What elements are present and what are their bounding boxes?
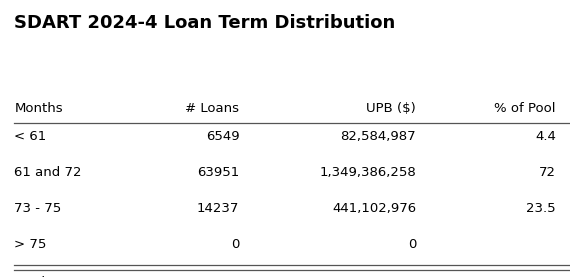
Text: 0: 0: [408, 238, 416, 251]
Text: > 75: > 75: [14, 238, 47, 251]
Text: 82,584,987: 82,584,987: [340, 130, 416, 143]
Text: Total: Total: [14, 276, 46, 277]
Text: 99.9: 99.9: [527, 276, 556, 277]
Text: % of Pool: % of Pool: [494, 102, 556, 116]
Text: 84737: 84737: [197, 276, 239, 277]
Text: UPB ($): UPB ($): [367, 102, 416, 116]
Text: 63951: 63951: [197, 166, 239, 179]
Text: 14237: 14237: [197, 202, 239, 215]
Text: 73 - 75: 73 - 75: [14, 202, 62, 215]
Text: Months: Months: [14, 102, 63, 116]
Text: < 61: < 61: [14, 130, 47, 143]
Text: 72: 72: [539, 166, 556, 179]
Text: SDART 2024-4 Loan Term Distribution: SDART 2024-4 Loan Term Distribution: [14, 14, 396, 32]
Text: 4.4: 4.4: [535, 130, 556, 143]
Text: 61 and 72: 61 and 72: [14, 166, 82, 179]
Text: 1,349,386,258: 1,349,386,258: [319, 166, 416, 179]
Text: 441,102,976: 441,102,976: [332, 202, 416, 215]
Text: 1,873,074,221: 1,873,074,221: [319, 276, 416, 277]
Text: 23.5: 23.5: [526, 202, 556, 215]
Text: 0: 0: [231, 238, 239, 251]
Text: # Loans: # Loans: [185, 102, 239, 116]
Text: 6549: 6549: [206, 130, 239, 143]
